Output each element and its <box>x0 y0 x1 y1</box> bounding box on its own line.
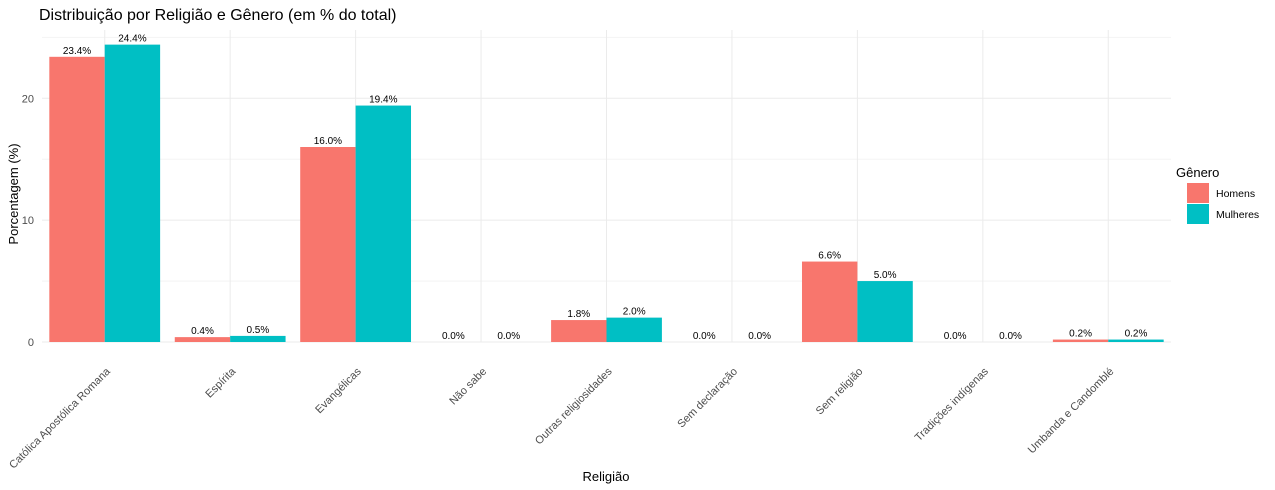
x-tick-label: Sem religião <box>814 366 866 418</box>
bar-mulheres <box>104 44 161 342</box>
data-label-homens: 0.4% <box>191 326 214 337</box>
data-label-mulheres: 0.0% <box>999 331 1022 342</box>
legend: Gênero Homens Mulheres <box>1176 165 1259 224</box>
data-label-homens: 23.4% <box>63 46 91 57</box>
data-label-mulheres: 5.0% <box>874 270 897 281</box>
data-label-homens: 0.2% <box>1069 329 1092 340</box>
x-tick-label: Católica Apostólica Romana <box>7 365 113 471</box>
x-tick-label: Tradições indígenas <box>913 365 992 444</box>
data-label-homens: 0.0% <box>442 331 465 342</box>
x-axis-title: Religião <box>583 469 630 484</box>
data-labels: 23.4% 0.4% 16.0% 0.0% 1.8% 0.0% 6.6% 0.0% 0.2% 24… <box>63 34 1148 342</box>
bar-homens <box>300 147 356 342</box>
data-label-homens: 0.0% <box>693 331 716 342</box>
y-tick-label: 10 <box>22 215 34 227</box>
x-tick-label: Sem declaração <box>675 366 740 431</box>
x-tick-label: Evangélicas <box>313 365 364 416</box>
bar-mulheres <box>355 105 412 342</box>
x-axis-ticks: Católica Apostólica Romana Espírita Evangé… <box>7 365 1116 471</box>
data-label-mulheres: 2.0% <box>623 307 646 318</box>
data-label-mulheres: 24.4% <box>118 34 146 45</box>
y-axis-ticks: 0 10 20 <box>22 93 34 349</box>
grid <box>42 30 1171 343</box>
data-label-mulheres: 0.2% <box>1125 329 1148 340</box>
bar-mulheres <box>606 317 662 342</box>
data-label-mulheres: 0.0% <box>497 331 520 342</box>
x-tick-label: Outras religiosidades <box>533 365 615 447</box>
data-label-homens: 1.8% <box>567 309 590 320</box>
x-tick-label: Espírita <box>203 365 238 400</box>
y-tick-label: 0 <box>28 337 34 349</box>
x-tick-label: Não sabe <box>447 366 489 408</box>
data-label-homens: 0.0% <box>944 331 967 342</box>
legend-title: Gênero <box>1176 165 1219 180</box>
data-label-mulheres: 0.5% <box>246 325 269 336</box>
y-tick-label: 20 <box>22 93 34 105</box>
bar-homens <box>1052 339 1109 342</box>
bar-mulheres <box>1108 339 1164 342</box>
bar-homens <box>174 337 231 342</box>
data-label-homens: 16.0% <box>314 136 342 147</box>
bar-homens <box>551 320 607 342</box>
legend-key-homens <box>1187 183 1209 203</box>
x-tick-label: Umbanda e Candomblé <box>1026 366 1117 457</box>
chart-title: Distribuição por Religião e Gênero (em %… <box>39 7 397 24</box>
legend-label-mulheres: Mulheres <box>1216 209 1259 221</box>
bar-homens <box>801 261 858 342</box>
data-label-homens: 6.6% <box>818 251 841 262</box>
bar-mulheres <box>857 281 913 342</box>
bars <box>49 44 1164 342</box>
legend-key-mulheres <box>1187 204 1209 224</box>
bar-homens <box>49 56 105 342</box>
data-label-mulheres: 19.4% <box>369 95 397 106</box>
bar-mulheres <box>230 335 286 342</box>
data-label-mulheres: 0.0% <box>748 331 771 342</box>
y-axis-title: Porcentagem (%) <box>6 143 21 244</box>
legend-label-homens: Homens <box>1216 188 1255 200</box>
